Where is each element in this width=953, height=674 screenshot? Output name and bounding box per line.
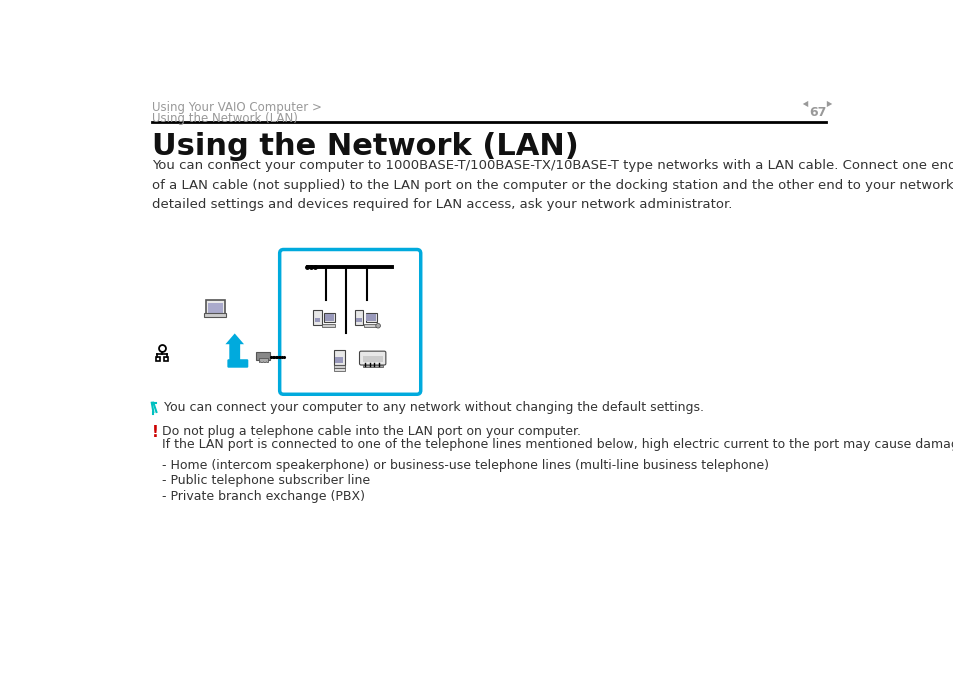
FancyBboxPatch shape — [279, 249, 420, 394]
Bar — [164, 357, 168, 361]
Text: You can connect your computer to 1000BASE-T/100BASE-TX/10BASE-T type networks wi: You can connect your computer to 1000BAS… — [152, 160, 953, 212]
FancyBboxPatch shape — [227, 359, 248, 368]
Bar — [258, 358, 268, 362]
Bar — [334, 365, 344, 368]
Bar — [365, 313, 376, 322]
Bar — [208, 303, 223, 313]
Bar — [364, 324, 376, 328]
Text: If the LAN port is connected to one of the telephone lines mentioned below, high: If the LAN port is connected to one of t… — [162, 438, 953, 451]
Bar — [323, 313, 335, 322]
Bar — [266, 361, 267, 363]
Bar — [314, 318, 319, 322]
FancyBboxPatch shape — [359, 351, 385, 365]
Text: - Public telephone subscriber line: - Public telephone subscriber line — [162, 474, 370, 487]
FancyArrow shape — [225, 334, 244, 363]
Bar — [322, 324, 335, 328]
Bar — [366, 314, 375, 321]
Bar — [324, 314, 334, 321]
Circle shape — [375, 324, 380, 328]
Text: !: ! — [152, 425, 158, 440]
Text: Do not plug a telephone cable into the LAN port on your computer.: Do not plug a telephone cable into the L… — [162, 425, 580, 438]
Bar — [313, 309, 321, 325]
Text: You can connect your computer to any network without changing the default settin: You can connect your computer to any net… — [164, 401, 703, 415]
Bar — [256, 352, 270, 360]
Text: Using the Network (LAN): Using the Network (LAN) — [152, 112, 297, 125]
Bar — [362, 356, 382, 362]
Text: - Home (intercom speakerphone) or business-use telephone lines (multi-line busin: - Home (intercom speakerphone) or busine… — [162, 459, 768, 472]
Bar — [206, 301, 224, 314]
Bar — [259, 361, 261, 363]
Text: 67: 67 — [808, 106, 825, 119]
Polygon shape — [802, 101, 807, 107]
Bar — [334, 368, 344, 371]
Polygon shape — [826, 101, 831, 107]
Bar — [362, 365, 382, 367]
Bar — [355, 309, 363, 325]
Text: - Private branch exchange (PBX): - Private branch exchange (PBX) — [162, 490, 364, 503]
Bar — [155, 357, 159, 361]
Bar — [335, 357, 343, 363]
Bar — [262, 361, 264, 363]
Text: Using Your VAIO Computer >: Using Your VAIO Computer > — [152, 101, 321, 114]
Text: Using the Network (LAN): Using the Network (LAN) — [152, 131, 578, 160]
Bar — [204, 313, 226, 317]
Bar — [356, 318, 361, 322]
Bar — [334, 350, 344, 365]
